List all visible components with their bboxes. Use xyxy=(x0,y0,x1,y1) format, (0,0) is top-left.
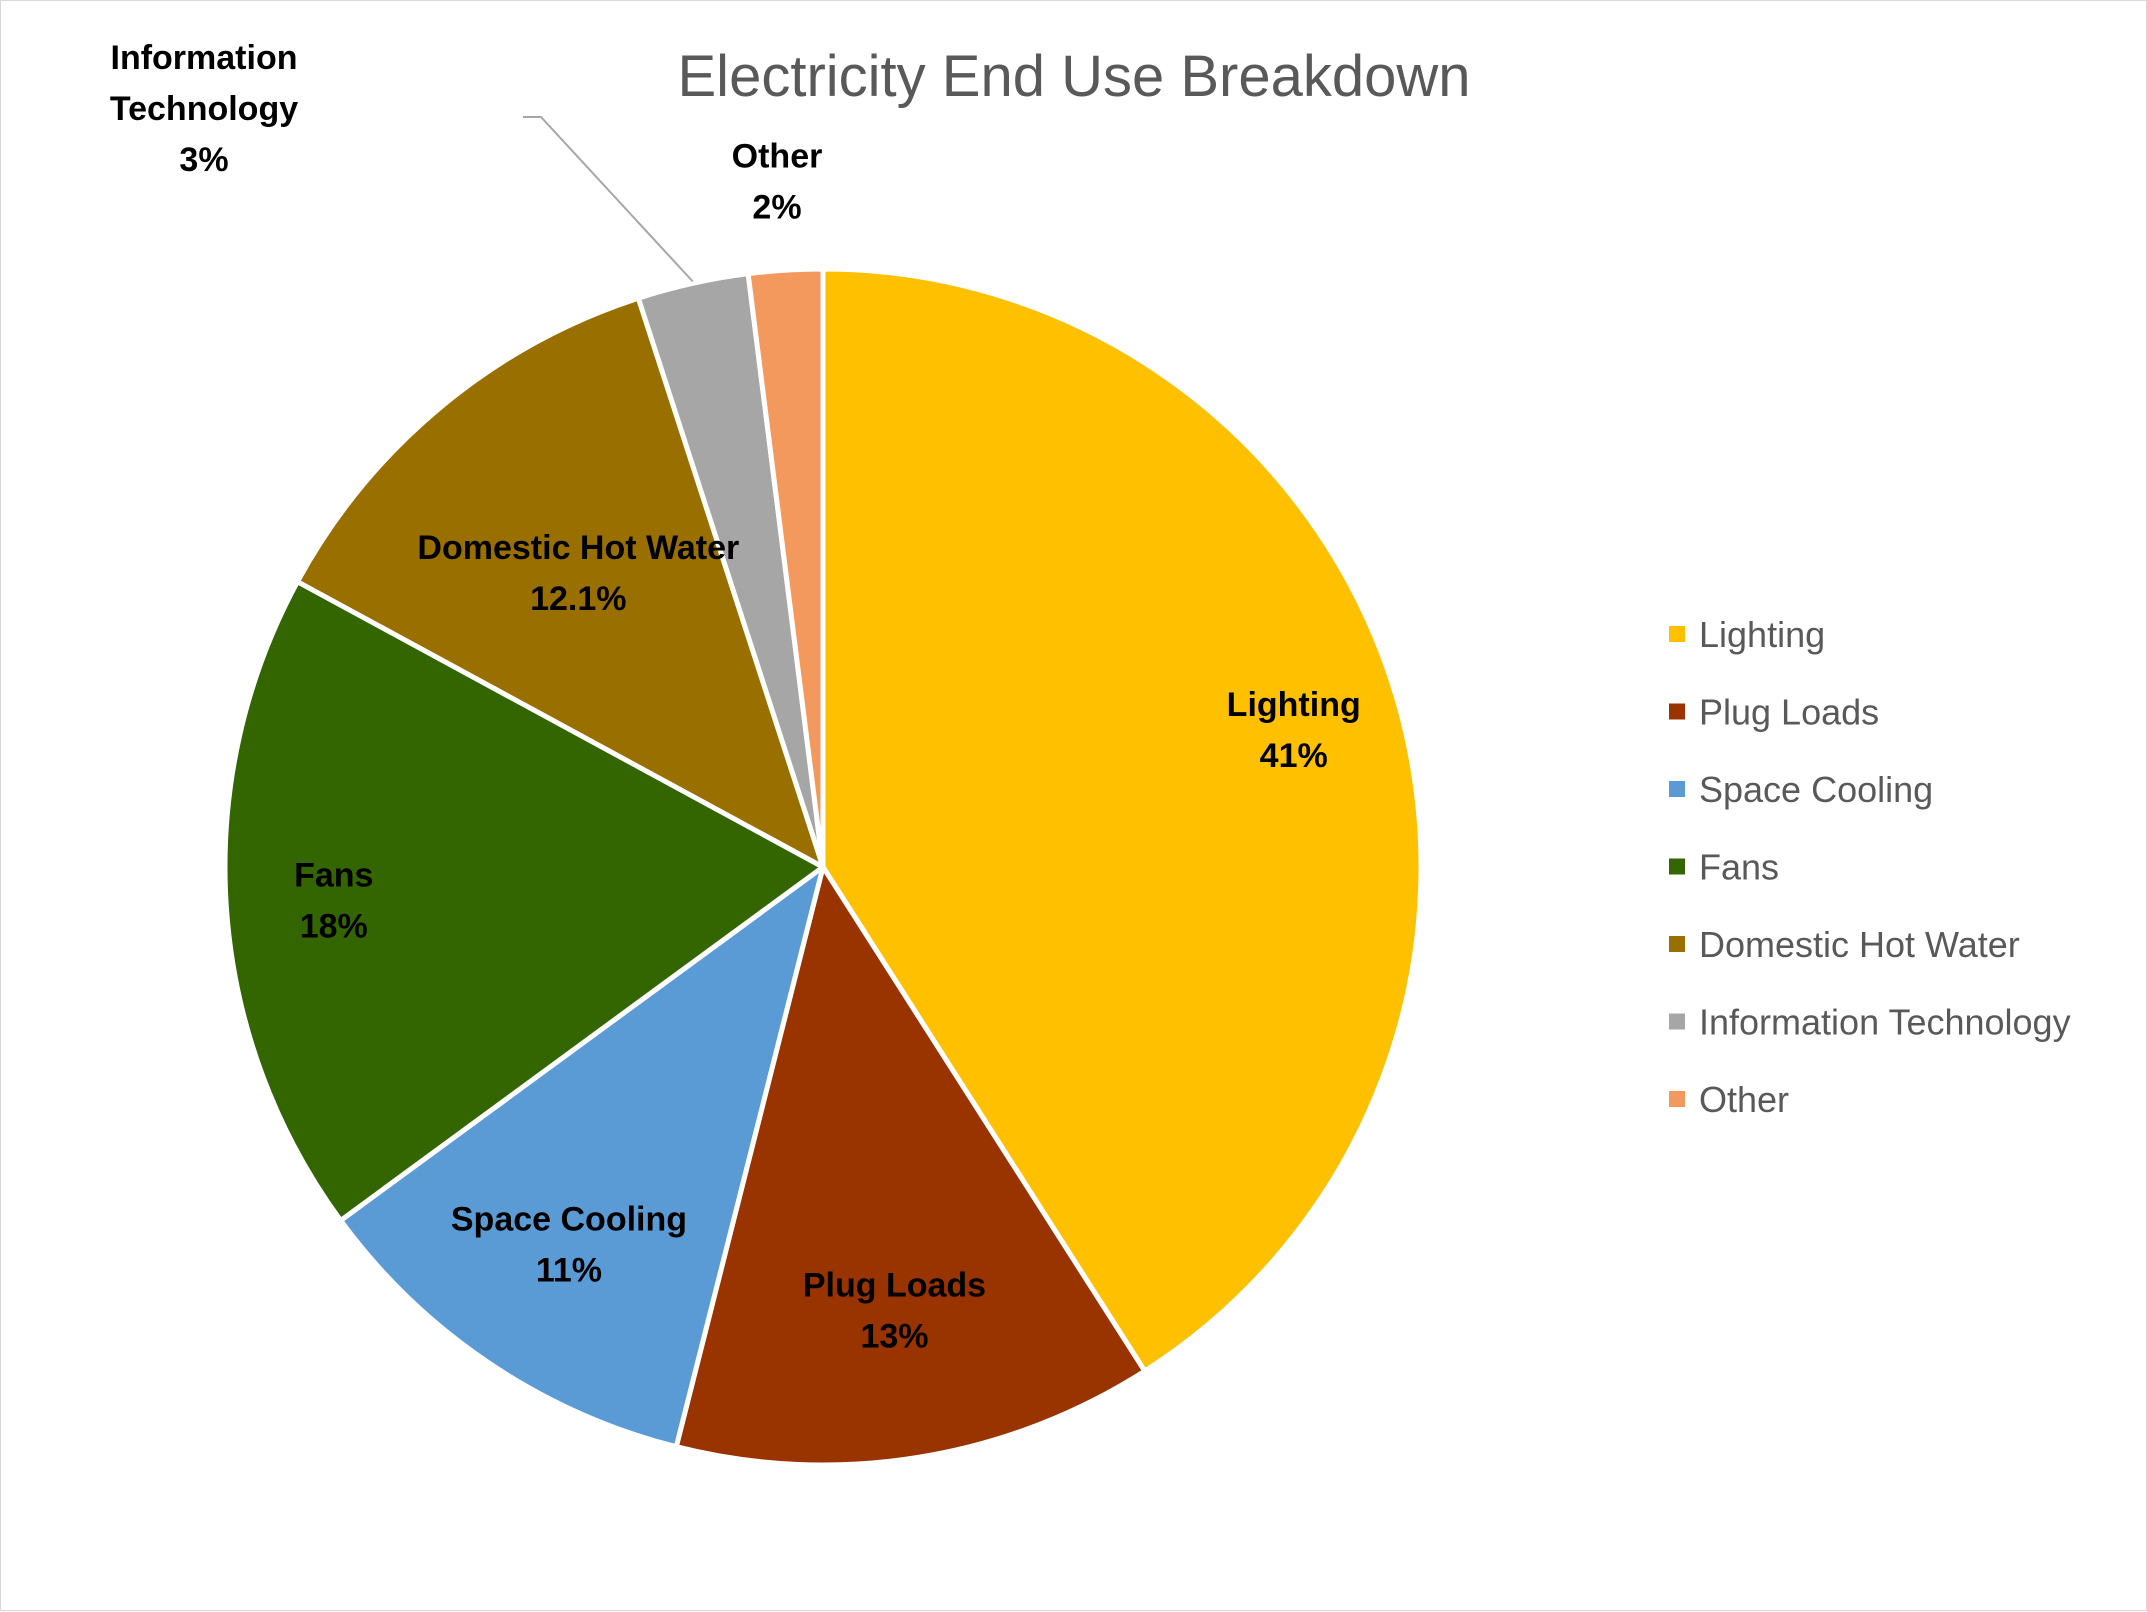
data-label-lighting: Lighting 41% xyxy=(1227,686,1361,775)
legend-swatch-domestic-hot-water xyxy=(1669,936,1685,952)
legend-swatch-space-cooling xyxy=(1669,781,1685,797)
pie-slice-fans xyxy=(222,579,826,1223)
legend-swatch-plug-loads xyxy=(1669,703,1685,720)
chart-title: Electricity End Use Breakdown xyxy=(678,44,1471,109)
data-label-information-technology: Information Technology 3% xyxy=(110,39,298,179)
legend-label-information-technology: Information Technology xyxy=(1699,1002,2071,1043)
legend-item-other: Other xyxy=(1669,1079,1789,1120)
legend-item-lighting: Lighting xyxy=(1669,614,1825,655)
slices-layer xyxy=(222,266,1424,1468)
data-label-domestic-hot-water: Domestic Hot Water 12.1% xyxy=(417,529,739,618)
pie-slice-domestic-hot-water xyxy=(294,295,826,870)
legend-label-other: Other xyxy=(1699,1079,1789,1120)
legend-item-fans: Fans xyxy=(1669,847,1779,888)
legend-swatch-other xyxy=(1669,1091,1685,1107)
pie-slice-plug-loads xyxy=(673,864,1148,1468)
legend-label-space-cooling: Space Cooling xyxy=(1699,769,1933,810)
data-label-fans: Fans 18% xyxy=(294,857,373,946)
pie-slice-space-cooling xyxy=(338,864,826,1450)
data-label-space-cooling: Space Cooling 11% xyxy=(451,1200,687,1289)
legend-label-fans: Fans xyxy=(1699,847,1779,888)
pie-slice-lighting xyxy=(820,266,1424,1374)
labels-layer: Lighting 41% Plug Loads 13% Space Cooling 11%… xyxy=(110,39,1361,1355)
legend-item-plug-loads: Plug Loads xyxy=(1669,692,1879,733)
legend-swatch-fans xyxy=(1669,858,1685,875)
legend-swatch-information-technology xyxy=(1669,1013,1685,1030)
leader-line-information-technology xyxy=(523,116,694,283)
legend-label-domestic-hot-water: Domestic Hot Water xyxy=(1699,924,2020,965)
data-label-other: Other 2% xyxy=(732,138,823,227)
legend-swatch-lighting xyxy=(1669,626,1685,642)
legend: Lighting Plug Loads Space Cooling Fans Domes… xyxy=(1669,614,2071,1120)
legend-label-lighting: Lighting xyxy=(1699,614,1825,655)
legend-item-information-technology: Information Technology xyxy=(1669,1002,2071,1043)
legend-label-plug-loads: Plug Loads xyxy=(1699,692,1879,733)
pie-slice-other xyxy=(745,266,826,870)
data-label-plug-loads: Plug Loads 13% xyxy=(803,1266,986,1355)
legend-item-space-cooling: Space Cooling xyxy=(1669,769,1933,810)
legend-item-domestic-hot-water: Domestic Hot Water xyxy=(1669,924,2020,965)
